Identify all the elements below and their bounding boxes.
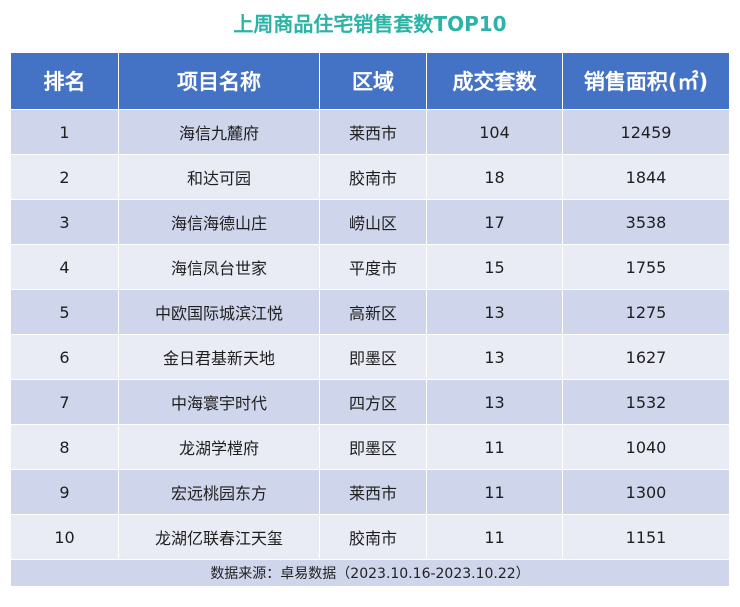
cell-project: 海信凤台世家 (118, 244, 320, 290)
cell-rank: 10 (10, 514, 119, 560)
cell-units: 15 (426, 244, 563, 290)
cell-units: 17 (426, 199, 563, 245)
cell-project: 中欧国际城滨江悦 (118, 289, 320, 335)
header-project: 项目名称 (118, 52, 320, 110)
cell-units: 13 (426, 289, 563, 335)
cell-project: 宏远桃园东方 (118, 469, 320, 515)
table-row: 1 海信九麓府 莱西市 104 12459 (10, 109, 730, 155)
footer-row: 数据来源：卓易数据（2023.10.16-2023.10.22） (10, 559, 730, 587)
header-district: 区域 (319, 52, 427, 110)
cell-rank: 2 (10, 154, 119, 200)
table-row: 7 中海寰宇时代 四方区 13 1532 (10, 379, 730, 425)
cell-units: 11 (426, 469, 563, 515)
cell-area: 1755 (562, 244, 730, 290)
table-row: 8 龙湖学樘府 即墨区 11 1040 (10, 424, 730, 470)
cell-project: 金日君基新天地 (118, 334, 320, 380)
table-row: 9 宏远桃园东方 莱西市 11 1300 (10, 469, 730, 515)
cell-district: 平度市 (319, 244, 427, 290)
header-area: 销售面积(㎡) (562, 52, 730, 110)
cell-units: 11 (426, 514, 563, 560)
cell-rank: 1 (10, 109, 119, 155)
cell-project: 海信海德山庄 (118, 199, 320, 245)
cell-units: 11 (426, 424, 563, 470)
header-rank: 排名 (10, 52, 119, 110)
header-units: 成交套数 (426, 52, 563, 110)
cell-district: 胶南市 (319, 154, 427, 200)
cell-units: 13 (426, 379, 563, 425)
cell-area: 1275 (562, 289, 730, 335)
cell-units: 13 (426, 334, 563, 380)
cell-district: 即墨区 (319, 334, 427, 380)
cell-district: 四方区 (319, 379, 427, 425)
cell-area: 1151 (562, 514, 730, 560)
cell-units: 104 (426, 109, 563, 155)
cell-project: 和达可园 (118, 154, 320, 200)
cell-rank: 8 (10, 424, 119, 470)
cell-area: 3538 (562, 199, 730, 245)
cell-project: 中海寰宇时代 (118, 379, 320, 425)
cell-rank: 7 (10, 379, 119, 425)
cell-project: 龙湖学樘府 (118, 424, 320, 470)
cell-area: 1040 (562, 424, 730, 470)
ranking-table: 排名 项目名称 区域 成交套数 销售面积(㎡) 1 海信九麓府 莱西市 104 … (10, 52, 730, 587)
cell-area: 1844 (562, 154, 730, 200)
table-row: 4 海信凤台世家 平度市 15 1755 (10, 244, 730, 290)
cell-area: 12459 (562, 109, 730, 155)
cell-project: 海信九麓府 (118, 109, 320, 155)
data-source-note: 数据来源：卓易数据（2023.10.16-2023.10.22） (10, 559, 730, 587)
cell-district: 高新区 (319, 289, 427, 335)
cell-rank: 6 (10, 334, 119, 380)
table-title: 上周商品住宅销售套数TOP10 (233, 12, 507, 36)
cell-rank: 4 (10, 244, 119, 290)
cell-rank: 3 (10, 199, 119, 245)
cell-rank: 5 (10, 289, 119, 335)
cell-district: 莱西市 (319, 469, 427, 515)
cell-area: 1532 (562, 379, 730, 425)
cell-rank: 9 (10, 469, 119, 515)
table-row: 5 中欧国际城滨江悦 高新区 13 1275 (10, 289, 730, 335)
cell-area: 1300 (562, 469, 730, 515)
cell-district: 即墨区 (319, 424, 427, 470)
cell-district: 崂山区 (319, 199, 427, 245)
table-row: 2 和达可园 胶南市 18 1844 (10, 154, 730, 200)
table-row: 10 龙湖亿联春江天玺 胶南市 11 1151 (10, 514, 730, 560)
header-row: 排名 项目名称 区域 成交套数 销售面积(㎡) (10, 52, 730, 110)
table-row: 6 金日君基新天地 即墨区 13 1627 (10, 334, 730, 380)
cell-units: 18 (426, 154, 563, 200)
cell-area: 1627 (562, 334, 730, 380)
cell-district: 胶南市 (319, 514, 427, 560)
cell-district: 莱西市 (319, 109, 427, 155)
table-row: 3 海信海德山庄 崂山区 17 3538 (10, 199, 730, 245)
cell-project: 龙湖亿联春江天玺 (118, 514, 320, 560)
